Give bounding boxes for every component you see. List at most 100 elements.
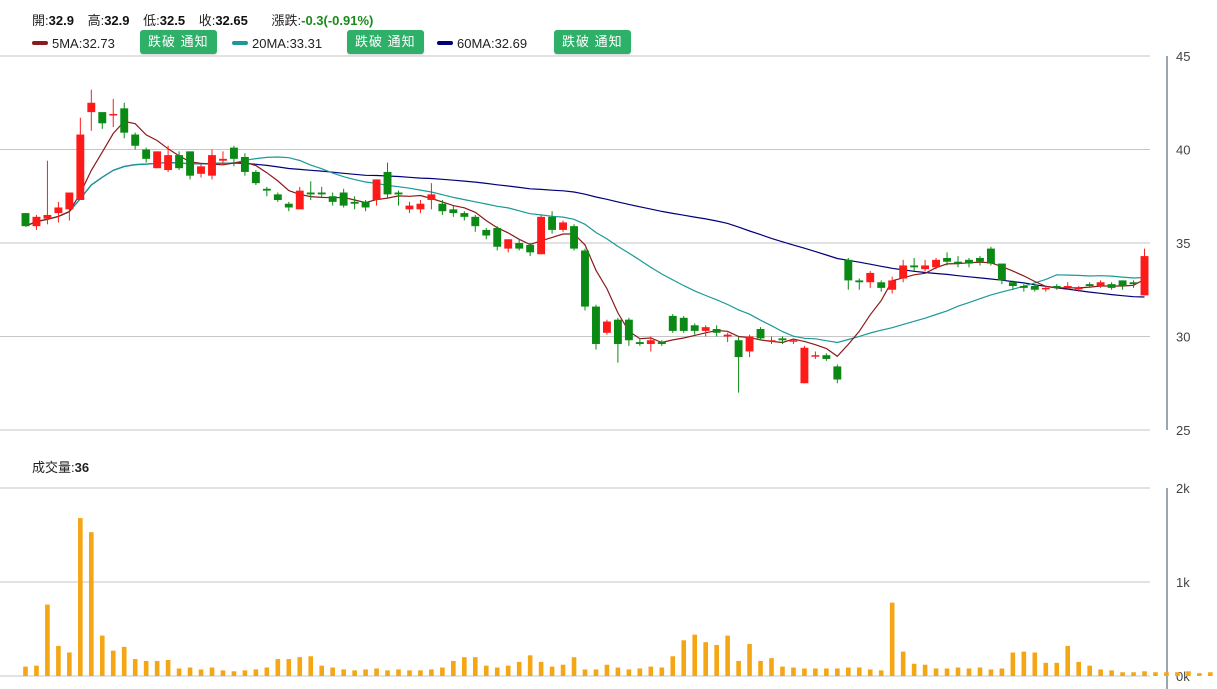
candle-body	[482, 229, 491, 236]
candle-body	[559, 222, 568, 230]
volume-bar	[1164, 672, 1169, 676]
volume-bar	[407, 670, 412, 676]
volume-bar	[121, 646, 127, 676]
candle-body	[745, 336, 754, 352]
candle-body	[21, 213, 30, 227]
candle-body	[284, 203, 293, 208]
candle-body	[1030, 286, 1039, 290]
candle-body	[844, 259, 853, 281]
legend-20ma: 20MA:33.31	[232, 32, 322, 54]
volume-bar	[352, 670, 357, 676]
volume-bar	[593, 669, 599, 676]
candle-body	[43, 214, 52, 219]
volume-bar	[1142, 671, 1147, 676]
volume-bar	[1186, 671, 1191, 676]
candle-body	[1041, 287, 1050, 290]
volume-bar	[889, 602, 895, 676]
candle-body	[197, 166, 205, 174]
open-price: 開:32.9	[32, 13, 74, 28]
volume-header: 成交量:36	[32, 460, 90, 475]
volume-bar	[132, 659, 138, 676]
legend-5ma-label: 5MA:32.73	[52, 35, 115, 51]
candle-body	[208, 155, 216, 176]
volume-bar	[1054, 662, 1060, 676]
high-price: 高:32.9	[87, 13, 130, 28]
volume-bar	[549, 666, 555, 676]
candle-body	[613, 319, 622, 344]
candle-body	[219, 158, 227, 161]
volume-bar	[396, 669, 401, 676]
candle-body	[493, 228, 502, 247]
legend-60ma: 60MA:32.69	[437, 32, 527, 54]
candle-body	[767, 340, 776, 342]
volume-bar	[286, 659, 292, 676]
volume-bar	[440, 667, 445, 676]
volume-bar	[966, 668, 972, 676]
volume-bar	[659, 667, 665, 676]
candle-body	[186, 151, 194, 176]
volume-bar	[648, 666, 654, 676]
volume-bar	[637, 668, 643, 676]
volume-bar	[89, 532, 94, 676]
volume-bar	[692, 634, 698, 676]
candle-body	[822, 355, 831, 359]
candle-body	[87, 102, 96, 113]
volume-bar	[418, 670, 423, 676]
volume-bar	[1208, 672, 1213, 676]
candle-body	[888, 280, 897, 290]
candle-body	[723, 334, 732, 337]
candle-body	[997, 263, 1006, 281]
volume-bar	[571, 657, 577, 676]
volume-bar	[1120, 672, 1125, 676]
candle-body	[273, 194, 282, 200]
candle-body	[394, 192, 403, 195]
alert-60ma-button[interactable]: 跌破 通知	[554, 30, 631, 54]
candle-body	[1140, 256, 1149, 296]
volume-bar	[1098, 669, 1103, 676]
volume-bar	[736, 660, 741, 676]
volume-bar	[604, 664, 610, 676]
volume-bar	[516, 661, 522, 676]
volume-bar	[747, 644, 752, 676]
candle-body	[339, 192, 348, 206]
volume-bar	[999, 668, 1005, 676]
candle-body	[262, 188, 271, 191]
candle-body	[1063, 286, 1072, 288]
volume-bar	[681, 640, 687, 676]
candle-body	[1129, 282, 1138, 285]
volume-bar	[813, 668, 818, 676]
volume-bar	[988, 669, 994, 676]
volume-bar	[253, 669, 259, 676]
volume-tick-label: 0k	[1176, 669, 1190, 684]
volume-bar	[867, 669, 873, 676]
candle-body	[646, 340, 655, 344]
candle-body	[405, 205, 414, 210]
alert-20ma-button[interactable]: 跌破 通知	[347, 30, 424, 54]
candle-body	[251, 171, 260, 184]
price-change: 漲跌:-0.3(-0.91%)	[271, 13, 374, 28]
volume-bar	[538, 661, 544, 676]
candle-body	[164, 155, 173, 171]
candle-body	[635, 342, 644, 344]
candle-body	[317, 192, 326, 195]
candle-body	[866, 272, 875, 283]
legend-20ma-swatch	[232, 41, 248, 45]
legend-5ma: 5MA:32.73	[32, 32, 115, 54]
candle-body	[515, 243, 524, 249]
alert-5ma-button[interactable]: 跌破 通知	[140, 30, 217, 54]
volume-bar	[462, 657, 467, 676]
volume-bar	[308, 656, 314, 676]
candle-body	[679, 317, 688, 331]
volume-bar	[78, 518, 83, 676]
candle-body	[701, 327, 710, 331]
candle-body	[976, 257, 984, 262]
volume-bar	[385, 670, 390, 676]
volume-bar	[1043, 662, 1049, 676]
candle-body	[109, 113, 118, 116]
candle-body	[877, 282, 886, 288]
volume-bar	[1032, 652, 1038, 676]
candle-body	[120, 108, 129, 133]
candle-body	[65, 192, 74, 210]
legend-20ma-label: 20MA:33.31	[252, 35, 323, 51]
